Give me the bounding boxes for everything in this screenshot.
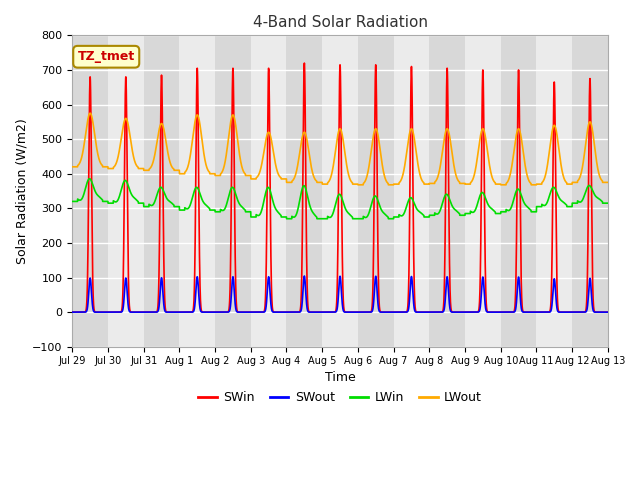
X-axis label: Time: Time: [324, 371, 355, 384]
Bar: [108, 36, 143, 347]
Bar: [465, 36, 500, 347]
Bar: [536, 36, 572, 347]
Title: 4-Band Solar Radiation: 4-Band Solar Radiation: [253, 15, 428, 30]
Legend: SWin, SWout, LWin, LWout: SWin, SWout, LWin, LWout: [193, 386, 487, 409]
Bar: [251, 36, 287, 347]
Text: TZ_tmet: TZ_tmet: [77, 50, 135, 63]
Bar: [179, 36, 215, 347]
Bar: [322, 36, 358, 347]
Y-axis label: Solar Radiation (W/m2): Solar Radiation (W/m2): [15, 118, 28, 264]
Bar: [394, 36, 429, 347]
